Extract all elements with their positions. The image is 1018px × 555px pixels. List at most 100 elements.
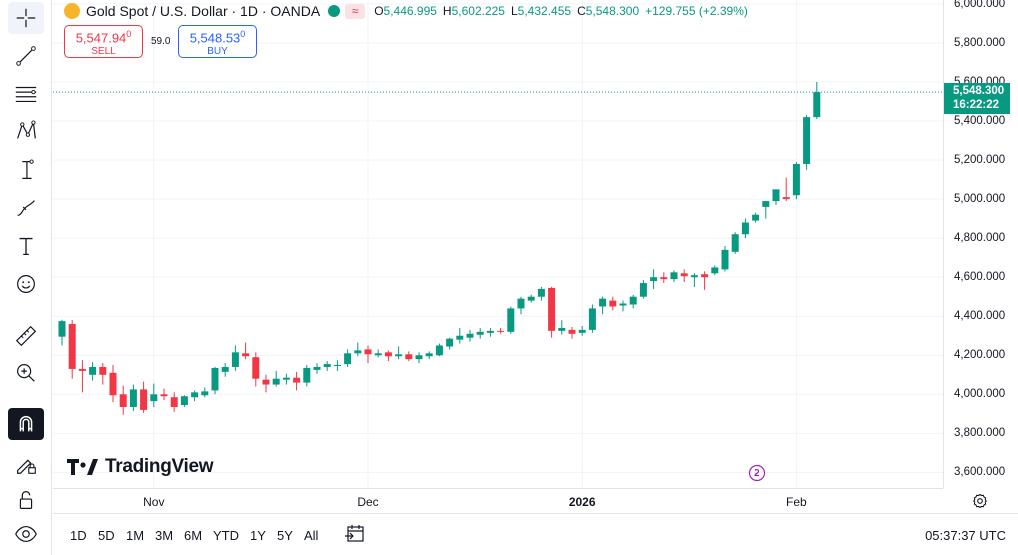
candle-body	[333, 365, 341, 367]
range-all-button[interactable]: All	[304, 528, 319, 543]
candle	[741, 218, 749, 239]
emoji-icon[interactable]	[8, 268, 44, 300]
candle	[486, 327, 494, 337]
candle-body	[517, 298, 525, 309]
range-1m-button[interactable]: 1M	[126, 528, 145, 543]
candle	[323, 361, 331, 371]
range-6m-button[interactable]: 6M	[184, 528, 203, 543]
candle-body	[782, 197, 790, 200]
candle-body	[119, 394, 127, 407]
candle-body	[813, 92, 821, 118]
candle	[384, 350, 392, 362]
zoom-in-icon[interactable]	[8, 357, 44, 389]
candle-body	[650, 277, 658, 282]
bar-countdown: 16:22:22	[953, 99, 1000, 111]
price-tick-label: 5,200.000	[954, 154, 1006, 167]
sell-button[interactable]: 5,547.940 SELL	[64, 25, 143, 58]
lock-drawing-icon[interactable]	[8, 448, 44, 480]
measure-projection-icon[interactable]	[8, 154, 44, 186]
candle-body	[721, 249, 729, 270]
candle	[537, 286, 545, 301]
candle-body	[435, 345, 443, 356]
candlestick-chart[interactable]	[53, 0, 943, 488]
last-price-value: 5,548.300	[953, 85, 1005, 97]
sell-price-pip: 0	[126, 29, 132, 39]
candles	[58, 81, 821, 415]
candle	[680, 269, 688, 283]
market-open-status-icon[interactable]	[328, 5, 341, 17]
lock-icon[interactable]	[8, 484, 44, 516]
range-3m-button[interactable]: 3M	[155, 528, 174, 543]
candle	[170, 392, 178, 412]
range-1y-button[interactable]: 1Y	[250, 528, 266, 543]
candle-body	[293, 377, 301, 383]
candle-body	[354, 350, 362, 354]
open-key: O	[374, 4, 384, 18]
candle-body	[344, 353, 352, 365]
go-to-date-icon[interactable]	[344, 524, 366, 544]
candle-body	[711, 267, 719, 274]
text-icon[interactable]	[8, 230, 44, 262]
symbol-title[interactable]: Gold Spot / U.S. Dollar · 1D · OANDA	[86, 3, 321, 19]
candle-body	[150, 394, 158, 402]
bottom-toolbar: 1D 5D 1M 3M 6M YTD 1Y 5Y All 05:37:37 UT…	[53, 513, 1018, 555]
candle	[313, 363, 321, 374]
fib-retracement-icon[interactable]	[8, 78, 44, 110]
candle	[78, 360, 86, 393]
candle	[609, 296, 617, 311]
crosshair-icon[interactable]	[8, 2, 44, 34]
price-axis[interactable]: 3,600.000 3,800.000 4,000.000 4,200.000 4,40…	[943, 0, 1018, 488]
grid-vertical	[153, 0, 797, 488]
price-tick-label: 3,800.000	[954, 427, 1006, 440]
candle	[660, 272, 668, 284]
economic-event-icon[interactable]	[748, 464, 766, 482]
candle-body	[425, 353, 433, 357]
candle	[221, 363, 229, 377]
range-5y-button[interactable]: 5Y	[277, 528, 293, 543]
price-tick-label: 4,400.000	[954, 310, 1006, 323]
eye-icon[interactable]	[8, 518, 44, 550]
price-tick-label: 5,000.000	[954, 193, 1006, 206]
candle	[272, 370, 280, 387]
close-value: 5,548.300	[585, 4, 640, 18]
candle	[762, 201, 770, 219]
price-tick-label: 6,000.000	[954, 0, 1006, 10]
settings-icon[interactable]	[972, 493, 988, 509]
close-key: C	[577, 4, 586, 18]
candle	[344, 349, 352, 367]
candle-body	[619, 303, 627, 306]
candle	[395, 346, 403, 360]
gold-logo-icon[interactable]	[64, 3, 80, 19]
buy-button[interactable]: 5,548.530 BUY	[178, 25, 257, 58]
spread-value: 59.0	[151, 36, 171, 47]
candle	[333, 360, 341, 371]
tradingview-watermark[interactable]: TradingView	[67, 454, 214, 480]
brush-icon[interactable]	[8, 192, 44, 224]
candle-body	[548, 287, 556, 331]
candle-body	[58, 321, 66, 337]
candle-body	[364, 349, 372, 355]
magnet-icon[interactable]	[8, 408, 44, 440]
candle-body	[99, 366, 107, 375]
pattern-icon[interactable]	[8, 115, 44, 147]
candle-body	[701, 274, 709, 278]
candle-body	[129, 389, 137, 407]
utc-clock[interactable]: 05:37:37 UTC	[925, 528, 1006, 543]
candle-body	[446, 338, 454, 347]
candle	[548, 286, 556, 338]
candle-body	[639, 283, 647, 297]
candle-body	[170, 397, 178, 407]
drawing-toolbar	[0, 0, 52, 555]
candle-body	[568, 329, 576, 334]
range-1d-button[interactable]: 1D	[70, 528, 87, 543]
candle	[180, 395, 188, 407]
ruler-icon[interactable]	[8, 320, 44, 352]
range-ytd-button[interactable]: YTD	[213, 528, 239, 543]
trend-line-icon[interactable]	[8, 40, 44, 72]
change-value: +129.755 (+2.39%)	[645, 4, 748, 18]
range-5d-button[interactable]: 5D	[98, 528, 115, 543]
data-delay-badge[interactable]: ≈	[345, 3, 366, 19]
candle-body	[731, 234, 739, 252]
candle-body	[384, 352, 392, 357]
time-axis[interactable]: Nov Dec 2026 Feb	[53, 488, 943, 512]
